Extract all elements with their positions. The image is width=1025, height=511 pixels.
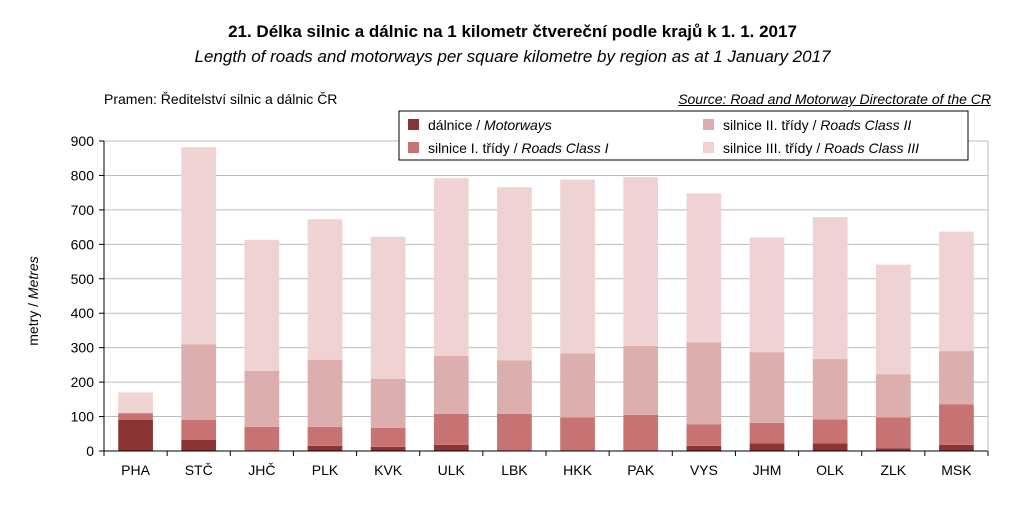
bar-segment-STČ-s2 [181, 344, 217, 420]
bar-segment-VYS-s3 [686, 193, 722, 343]
bar-segment-ZLK-s0 [875, 448, 911, 451]
y-tick-label: 0 [86, 443, 94, 459]
bar-segment-VYS-s1 [686, 424, 722, 446]
bar-segment-STČ-s1 [181, 420, 217, 440]
bar-segment-ULK-s3 [433, 178, 469, 356]
bar-segment-OLK-s0 [812, 443, 848, 451]
chart-title: 21. Délka silnic a dálnic na 1 kilometr … [228, 22, 797, 41]
bar-segment-LBK-s1 [497, 413, 532, 451]
legend-entry-s2: silnice II. třídy / Roads Class II [723, 117, 911, 133]
bar-segment-PLK-s3 [307, 219, 343, 360]
bar-segment-OLK-s2 [812, 359, 848, 420]
bar-segment-KVK-s1 [370, 427, 406, 447]
bar-segment-VYS-s2 [686, 342, 722, 425]
legend-box [398, 110, 969, 161]
x-tick-label: JHM [753, 462, 782, 478]
source-cz: Pramen: Ředitelství silnic a dálnic ČR [104, 91, 338, 107]
bar-segment-KVK-s0 [370, 446, 406, 451]
bar-segment-JHM-s1 [749, 422, 785, 444]
legend-entry-s3: silnice III. třídy / Roads Class III [723, 140, 919, 156]
y-tick-label: 800 [71, 167, 95, 183]
source-en: Source: Road and Motorway Directorate of… [678, 91, 991, 107]
bar-segment-STČ-s0 [181, 439, 217, 451]
x-tick-label: MSK [941, 462, 972, 478]
x-tick-label: STČ [185, 462, 213, 478]
bar-segment-ULK-s0 [433, 444, 469, 451]
gridlines [104, 140, 988, 418]
x-tick-label: LBK [501, 462, 528, 478]
y-tick-label: 400 [71, 305, 95, 321]
legend-swatch-s2 [703, 119, 714, 130]
x-tick-label: PAK [627, 462, 655, 478]
bar-segment-ULK-s1 [433, 413, 469, 445]
x-tick-label: ULK [438, 462, 466, 478]
axes: 0 100 200 300 400 500 600 700 800 900 PHA STČ JHČ PLK… [25, 133, 989, 478]
bars [118, 147, 974, 451]
x-tick-label: PHA [121, 462, 150, 478]
bar-segment-JHČ-s2 [244, 370, 280, 427]
bar-segment-PHA-s0 [118, 420, 153, 451]
bar-segment-LBK-s2 [497, 360, 532, 414]
bar-segment-HKK-s2 [560, 353, 595, 418]
bar-segment-JHČ-s3 [244, 239, 280, 371]
bar-segment-KVK-s2 [370, 378, 406, 428]
legend-entry-s0: dálnice / Motorways [428, 117, 552, 133]
y-tick-label: 100 [71, 409, 95, 425]
bar-segment-MSK-s3 [939, 231, 974, 352]
x-tick-label: JHČ [248, 462, 275, 478]
legend: dálnice / Motorways silnice I. třídy / Ro… [398, 110, 969, 161]
x-tick-label: KVK [374, 462, 403, 478]
x-tick-label: VYS [690, 462, 718, 478]
bar-segment-MSK-s1 [939, 404, 974, 445]
x-tick-label: HKK [563, 462, 592, 478]
legend-swatch-s1 [408, 142, 419, 153]
bar-segment-JHČ-s1 [244, 426, 280, 451]
bar-segment-HKK-s1 [560, 417, 595, 451]
y-tick-label: 900 [71, 133, 95, 149]
bar-segment-MSK-s0 [939, 444, 974, 451]
y-tick-label: 700 [71, 202, 95, 218]
legend-swatch-s0 [408, 119, 419, 130]
bar-segment-PLK-s1 [307, 426, 343, 446]
bar-segment-ULK-s2 [433, 355, 469, 414]
y-axis-label: metry / Metres [25, 256, 41, 345]
bar-segment-KVK-s3 [370, 236, 406, 379]
bar-segment-PLK-s2 [307, 359, 343, 427]
bar-segment-LBK-s3 [497, 187, 532, 361]
bar-segment-PAK-s1 [623, 414, 659, 451]
bar-segment-JHM-s0 [749, 443, 785, 451]
y-tick-label: 600 [71, 236, 95, 252]
y-tick-label: 300 [71, 340, 95, 356]
bar-segment-ZLK-s3 [875, 264, 911, 375]
x-tick-label: PLK [312, 462, 339, 478]
bar-segment-PLK-s0 [307, 445, 343, 451]
bar-segment-PHA-s3 [118, 392, 153, 414]
bar-segment-JHM-s3 [749, 237, 785, 353]
y-tick-label: 500 [71, 271, 95, 287]
bar-segment-PAK-s3 [623, 177, 659, 346]
bar-segment-HKK-s3 [560, 179, 595, 354]
bar-segment-OLK-s1 [812, 419, 848, 444]
bar-segment-MSK-s2 [939, 351, 974, 405]
bar-segment-ZLK-s1 [875, 417, 911, 449]
x-tick-label: ZLK [880, 462, 906, 478]
bar-segment-VYS-s0 [686, 445, 722, 451]
bar-segment-PHA-s1 [118, 413, 153, 420]
bar-segment-PAK-s2 [623, 345, 659, 415]
legend-entry-s1: silnice I. třídy / Roads Class I [428, 140, 609, 156]
bar-segment-STČ-s3 [181, 147, 217, 345]
y-tick-label: 200 [71, 374, 95, 390]
chart-subtitle: Length of roads and motorways per square… [194, 47, 831, 66]
x-tick-label: OLK [816, 462, 845, 478]
bar-segment-OLK-s3 [812, 217, 848, 360]
bar-segment-ZLK-s2 [875, 374, 911, 418]
legend-swatch-s3 [703, 142, 714, 153]
bar-segment-JHM-s2 [749, 352, 785, 423]
